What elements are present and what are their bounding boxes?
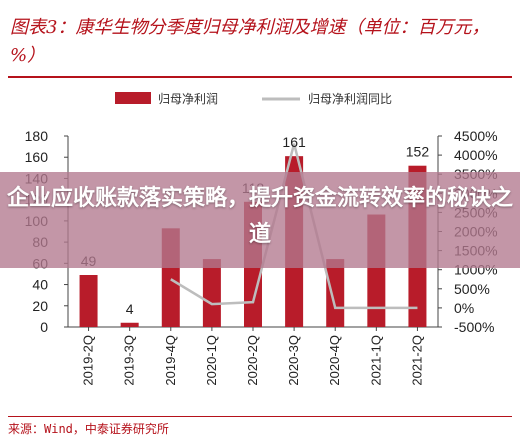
bar — [120, 322, 139, 327]
y-left-tick-label: 20 — [32, 298, 48, 314]
y-left-tick-label: 0 — [40, 319, 48, 335]
bar-data-label: 152 — [406, 144, 430, 160]
line-series — [170, 143, 418, 310]
bar — [202, 259, 221, 327]
x-tick-label: 2019-4Q — [163, 335, 178, 386]
bar — [326, 259, 345, 327]
chart-title: 图表3：康华生物分季度归母净利润及增速（单位：百万元，%） — [10, 17, 490, 66]
x-tick-label: 2019-3Q — [122, 335, 137, 386]
legend: 归母净利润 归母净利润同比 — [115, 92, 392, 106]
source-note: 来源：Wind，中泰证券研究所 — [8, 422, 169, 436]
y-right-tick-label: 4000% — [454, 147, 498, 163]
y-left-tick-label: 180 — [25, 128, 49, 144]
y-right-tick-label: -500% — [454, 319, 494, 335]
x-tick-label: 2020-1Q — [204, 335, 219, 386]
legend-bar-label: 归母净利润 — [158, 92, 218, 106]
y-left-tick-label: 160 — [25, 149, 49, 165]
bar-data-label: 4 — [126, 301, 134, 317]
bar-data-label: 161 — [282, 134, 306, 150]
x-tick-label: 2021-1Q — [368, 335, 383, 386]
legend-line-label: 归母净利润同比 — [308, 92, 392, 106]
x-tick-label: 2020-4Q — [327, 335, 342, 386]
x-tick-label: 2020-2Q — [245, 335, 260, 386]
title-divider — [8, 76, 512, 78]
y-left-tick-label: 40 — [32, 277, 48, 293]
y-right-tick-label: 500% — [454, 281, 490, 297]
bar — [79, 275, 98, 327]
y-right-tick-label: 4500% — [454, 128, 498, 144]
legend-bar-swatch — [115, 92, 151, 104]
headline-text: 企业应收账款落实策略，提升资金流转效率的秘诀之道 — [6, 186, 513, 247]
headline-banner — [0, 172, 520, 268]
x-tick-label: 2020-3Q — [286, 335, 301, 386]
y-right-tick-label: 0% — [454, 300, 474, 316]
source-divider — [8, 416, 512, 417]
x-tick-label: 2019-2Q — [81, 335, 96, 386]
x-tick-label: 2021-2Q — [409, 335, 424, 386]
growth-line — [170, 143, 418, 310]
